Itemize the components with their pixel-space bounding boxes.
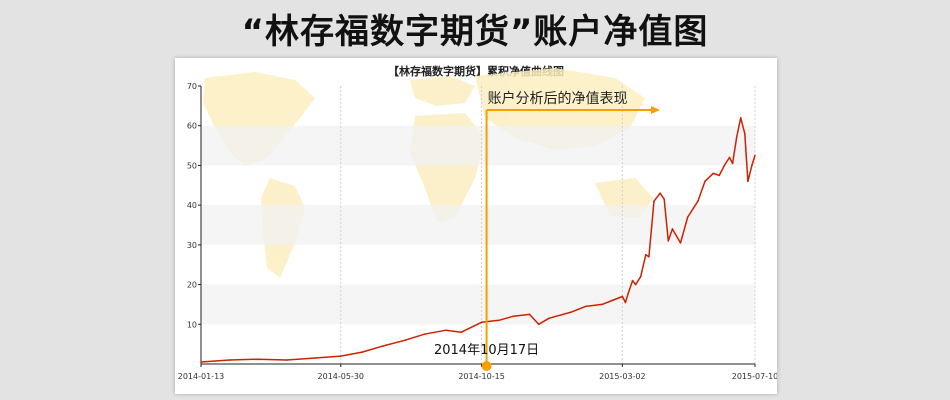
- x-tick-label: 2014-10-15: [458, 372, 505, 381]
- data-point: [512, 315, 514, 318]
- data-point: [528, 313, 531, 316]
- data-point: [679, 242, 682, 244]
- data-point: [627, 291, 630, 294]
- data-point: [659, 192, 661, 195]
- data-point: [718, 174, 721, 177]
- y-tick-label: 30: [187, 241, 197, 250]
- data-point: [611, 299, 613, 302]
- line-chart: 10 20 30 40 50 60 70 2014-01-13 2014-05-30 2014-1…: [178, 68, 777, 381]
- data-point: [728, 156, 731, 159]
- data-point: [653, 200, 655, 202]
- grid-band: [201, 205, 755, 245]
- data-point: [584, 305, 587, 308]
- data-point: [686, 216, 689, 218]
- data-point: [200, 361, 202, 363]
- data-point: [404, 339, 406, 341]
- x-tick-label: 2015-07-10: [732, 372, 777, 381]
- data-point: [648, 255, 650, 258]
- chart-panel: 【林存福数字期货】累积净值曲线图 10 20 30 40 50 60 70 2014-01-1…: [175, 58, 777, 394]
- data-point: [735, 136, 738, 139]
- data-point: [634, 283, 637, 286]
- data-point: [645, 253, 647, 256]
- page-heading: “林存福数字期货”账户净值图: [241, 12, 709, 52]
- data-point: [381, 345, 384, 347]
- data-point: [667, 240, 670, 242]
- data-point: [285, 359, 288, 361]
- data-point: [548, 317, 550, 320]
- data-point: [671, 228, 674, 230]
- data-point: [624, 301, 627, 304]
- data-point: [751, 164, 753, 167]
- data-point: [739, 116, 742, 119]
- grid-band: [201, 125, 755, 166]
- data-point: [631, 279, 634, 282]
- data-point: [480, 321, 483, 324]
- x-tick-label: 2014-05-30: [318, 372, 365, 381]
- data-point: [228, 359, 231, 361]
- data-point: [601, 303, 603, 306]
- y-tick-label: 60: [187, 122, 197, 131]
- y-tick-label: 40: [187, 201, 197, 210]
- data-point: [747, 180, 749, 183]
- data-point: [361, 351, 364, 353]
- y-tick-label: 70: [187, 82, 197, 91]
- data-point: [704, 180, 706, 183]
- x-tick-label: 2015-03-02: [599, 372, 646, 381]
- data-point: [754, 154, 756, 157]
- data-point: [460, 331, 462, 334]
- data-point: [663, 198, 665, 200]
- data-point: [712, 172, 714, 175]
- data-point: [423, 333, 426, 336]
- y-tick-label: 50: [187, 161, 197, 170]
- data-point: [743, 132, 746, 135]
- annotation-arrow-head: [651, 106, 660, 114]
- y-tick-label: 10: [187, 320, 197, 329]
- data-point: [257, 358, 259, 361]
- data-point: [723, 164, 726, 167]
- map-europe: [410, 76, 475, 106]
- grid-band: [201, 284, 755, 325]
- annotation-label: 账户分析后的净值表现: [488, 90, 628, 107]
- data-point: [621, 295, 624, 298]
- series-line-0: [200, 117, 756, 363]
- data-point: [697, 200, 699, 202]
- y-tick-label: 20: [187, 281, 197, 290]
- annotation-dot: [481, 361, 492, 371]
- data-point: [339, 355, 342, 357]
- data-point: [639, 275, 642, 278]
- data-point: [314, 357, 317, 359]
- data-point: [569, 311, 572, 314]
- data-point: [445, 329, 447, 332]
- annotation-date-label: 2014年10月17日: [434, 343, 539, 358]
- data-point: [731, 162, 734, 165]
- data-point: [537, 323, 540, 326]
- x-tick-label: 2014-01-13: [178, 372, 225, 381]
- data-point: [498, 319, 500, 322]
